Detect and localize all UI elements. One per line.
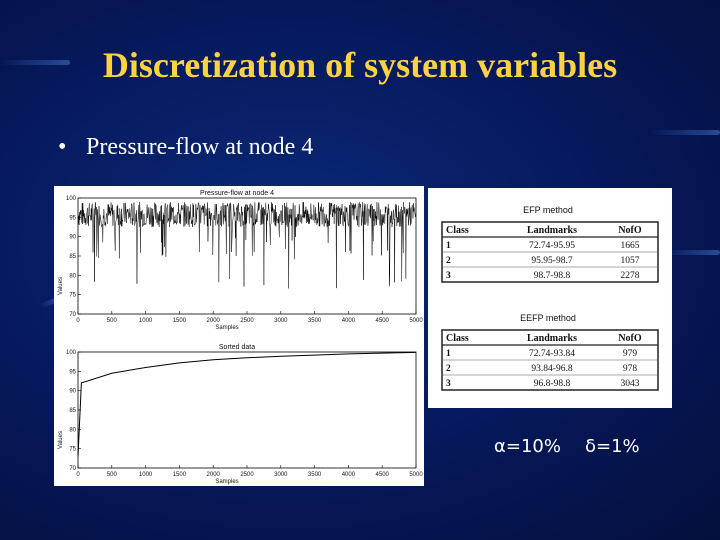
table-header-cell: Landmarks	[527, 333, 577, 344]
x-tick-label: 2500	[240, 472, 254, 478]
y-tick-label: 90	[69, 235, 76, 241]
table-cell: 98.7-98.8	[534, 271, 571, 281]
y-tick-label: 100	[66, 196, 77, 202]
table-header-cell: Class	[446, 333, 469, 344]
x-tick-label: 3000	[274, 318, 288, 324]
efp-table: EFP method Class Landmarks NofO 1 72.74-95.95…	[441, 205, 659, 283]
table-cell: 3043	[621, 379, 640, 389]
y-tick-label: 70	[69, 466, 76, 472]
y-tick-label: 80	[69, 427, 76, 433]
bullet-marker: •	[58, 134, 67, 160]
sorted-series-line	[77, 351, 417, 457]
x-tick-label: 5000	[409, 472, 423, 478]
x-tick-label: 3500	[308, 472, 322, 478]
table-cell: 93.84-96.8	[531, 364, 572, 374]
x-tick-label: 1000	[139, 318, 153, 324]
x-tick-label: 5000	[409, 318, 423, 324]
bullet-text: Pressure-flow at node 4	[86, 134, 314, 160]
x-tick-label: 4500	[376, 318, 390, 324]
plot-title: Pressure-flow at node 4	[200, 190, 274, 197]
table-header-cell: NofO	[618, 225, 642, 236]
x-tick-label: 0	[76, 318, 80, 324]
top-plot: Pressure-flow at node 4 0 500 1000 1500 2000 2…	[58, 190, 423, 331]
x-tick-label: 3000	[274, 472, 288, 478]
x-tick-label: 500	[107, 472, 118, 478]
y-tick-label: 75	[69, 293, 76, 299]
y-axis-label: Values	[58, 277, 64, 295]
y-tick-label: 85	[69, 408, 76, 414]
x-axis-label: Samples	[215, 325, 238, 331]
table-cell: 1	[446, 349, 451, 359]
delta-parameter: δ=1%	[585, 436, 640, 457]
table-header-cell: NofO	[618, 333, 642, 344]
y-tick-label: 95	[69, 215, 76, 221]
y-tick-label: 100	[66, 350, 77, 356]
y-tick-label: 90	[69, 389, 76, 395]
tables-svg: EFP method Class Landmarks NofO 1 72.74-95.95…	[441, 205, 659, 391]
discretization-tables: EFP method Class Landmarks NofO 1 72.74-95.95…	[428, 188, 672, 408]
table-cell: 978	[623, 364, 638, 374]
x-tick-label: 3500	[308, 318, 322, 324]
y-axis-label: Values	[58, 431, 64, 449]
decor-streak	[660, 250, 720, 255]
x-tick-label: 500	[107, 318, 118, 324]
x-tick-label: 2000	[207, 318, 221, 324]
decor-streak	[0, 60, 70, 65]
table-title: EFP method	[523, 205, 573, 215]
table-cell: 96.8-98.8	[534, 379, 571, 389]
pressure-flow-figure: Pressure-flow at node 4 0 500 1000 1500 2000 2…	[54, 186, 424, 486]
x-tick-label: 4500	[376, 472, 390, 478]
table-cell: 2278	[621, 271, 640, 281]
signal-series-line	[77, 201, 417, 289]
table-title: EEFP method	[520, 313, 576, 323]
eefp-table: EEFP method Class Landmarks NofO 1 72.74-93.8…	[441, 313, 659, 391]
table-header-cell: Class	[446, 225, 469, 236]
bullet-item: • Pressure-flow at node 4	[58, 134, 313, 161]
decor-streak	[650, 130, 720, 135]
y-tick-label: 70	[69, 312, 76, 318]
plot-title: Sorted data	[219, 344, 255, 351]
table-cell: 1	[446, 241, 451, 251]
x-tick-label: 4000	[342, 472, 356, 478]
x-tick-label: 1500	[173, 318, 187, 324]
x-tick-label: 2500	[240, 318, 254, 324]
x-tick-label: 1500	[173, 472, 187, 478]
plots-svg: Pressure-flow at node 40 500 1000 1500 2000 2…	[58, 190, 423, 485]
table-cell: 2	[446, 364, 451, 374]
x-tick-label: 0	[76, 472, 80, 478]
alpha-parameter: α=10%	[494, 436, 561, 457]
x-tick-label: 1000	[139, 472, 153, 478]
table-cell: 1665	[621, 241, 640, 251]
table-cell: 1057	[621, 256, 640, 266]
table-cell: 95.95-98.7	[531, 256, 572, 266]
y-tick-label: 85	[69, 254, 76, 260]
table-cell: 72.74-95.95	[529, 241, 575, 251]
table-header-cell: Landmarks	[527, 225, 577, 236]
plot-frame	[77, 351, 417, 469]
x-tick-label: 4000	[342, 318, 356, 324]
table-cell: 2	[446, 256, 451, 266]
x-tick-label: 2000	[207, 472, 221, 478]
bottom-plot: Sorted data 0 500 1000 1500 2000 2500 3000 3500 4…	[58, 344, 423, 485]
y-tick-label: 80	[69, 273, 76, 279]
y-tick-label: 75	[69, 447, 76, 453]
table-cell: 72.74-93.84	[529, 349, 575, 359]
y-tick-label: 95	[69, 369, 76, 375]
x-axis-label: Samples	[215, 479, 238, 485]
table-cell: 979	[623, 349, 638, 359]
slide-title: Discretization of system variables	[102, 45, 618, 85]
table-cell: 3	[446, 271, 451, 281]
table-cell: 3	[446, 379, 451, 389]
